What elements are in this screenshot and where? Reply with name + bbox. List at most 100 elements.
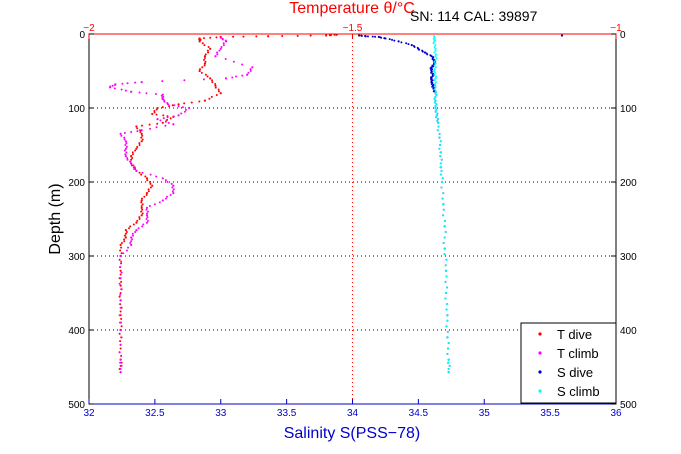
- t-dive-point: [255, 35, 258, 38]
- t-dive-point: [201, 66, 204, 69]
- t-climb-point: [123, 149, 126, 152]
- t-climb-point: [172, 115, 175, 118]
- t-climb-point: [119, 306, 122, 309]
- t-dive-point: [215, 94, 218, 97]
- t-climb-point: [120, 321, 123, 324]
- t-dive-point: [206, 75, 209, 78]
- right-tick-label: 200: [620, 178, 637, 189]
- t-climb-point: [119, 277, 122, 280]
- bottom-tick-label: 33.5: [277, 408, 297, 419]
- s-climb-point: [446, 330, 449, 333]
- s-dive-point: [366, 35, 369, 38]
- t-climb-point: [137, 227, 140, 230]
- legend-label-t-climb: T climb: [557, 346, 599, 361]
- t-dive-point: [203, 55, 207, 58]
- s-climb-point: [442, 192, 445, 195]
- s-dive-point: [432, 65, 435, 68]
- s-climb-point: [434, 58, 437, 61]
- s-climb-point: [439, 151, 442, 154]
- t-dive-point: [211, 79, 214, 82]
- t-dive-point: [155, 113, 158, 116]
- t-dive-point: [161, 106, 164, 109]
- s-climb-point: [445, 275, 448, 278]
- t-dive-point: [119, 303, 122, 306]
- t-dive-point: [204, 53, 207, 56]
- s-climb-point: [434, 47, 437, 50]
- t-climb-point: [119, 343, 122, 346]
- t-climb-point: [134, 81, 137, 84]
- t-dive-point: [198, 40, 201, 43]
- t-dive-point: [153, 109, 156, 112]
- s-climb-point: [434, 82, 436, 85]
- s-climb-point: [445, 258, 448, 261]
- t-climb-point: [146, 216, 149, 219]
- t-dive-point: [138, 142, 141, 145]
- left-tick-label: 0: [79, 30, 85, 41]
- t-dive-point: [120, 246, 123, 249]
- t-climb-point: [129, 242, 132, 245]
- t-dive-point: [200, 71, 203, 74]
- t-climb-point: [161, 199, 164, 202]
- t-climb-point: [126, 158, 129, 161]
- bottom-tick-label: 32: [83, 408, 95, 419]
- bottom-tick-label: 36: [610, 408, 622, 419]
- t-dive-point: [120, 252, 123, 255]
- t-climb-point: [140, 81, 143, 84]
- s-climb-point: [434, 86, 437, 89]
- t-climb-point: [142, 223, 145, 226]
- t-climb-point: [125, 142, 128, 145]
- t-dive-point: [149, 186, 152, 189]
- s-climb-point: [444, 269, 448, 272]
- t-climb-point: [129, 160, 132, 163]
- t-climb-point: [188, 106, 191, 110]
- t-climb-point: [121, 82, 124, 85]
- s-dive-point: [418, 48, 421, 51]
- t-climb-point: [111, 84, 114, 87]
- s-dive-point: [430, 82, 433, 85]
- t-dive-point: [119, 310, 122, 313]
- t-climb-point: [162, 117, 165, 120]
- t-climb-point: [172, 188, 175, 191]
- s-climb-point: [433, 45, 436, 48]
- t-climb-point: [155, 126, 158, 129]
- t-dive-point: [296, 34, 299, 37]
- t-dive-point: [138, 216, 141, 219]
- legend: T dive T climb S dive S climb: [520, 322, 617, 404]
- t-climb-point: [251, 66, 254, 69]
- t-climb-point: [164, 120, 167, 123]
- t-dive-point: [208, 97, 211, 100]
- t-dive-point: [124, 229, 127, 232]
- s-climb-point: [433, 64, 436, 67]
- t-climb-point: [219, 36, 222, 39]
- t-dive-point: [140, 140, 143, 143]
- t-dive-point: [141, 197, 144, 200]
- bottom-axis-title: Salinity S(PSS−78): [284, 425, 421, 442]
- s-climb-point: [435, 53, 437, 56]
- t-dive-point: [202, 37, 205, 40]
- t-climb-point: [125, 151, 128, 154]
- s-climb-point: [434, 105, 437, 108]
- s-dive-point: [430, 55, 433, 58]
- t-dive-point: [130, 158, 133, 161]
- t-climb-point: [124, 147, 127, 150]
- s-climb-point: [440, 180, 444, 184]
- left-tick-label: 200: [68, 178, 85, 189]
- t-climb-point: [172, 123, 175, 126]
- s-dive-point: [391, 38, 394, 41]
- t-climb-point: [166, 103, 170, 106]
- t-dive-point: [140, 206, 143, 209]
- t-climb-point: [154, 92, 157, 95]
- s-climb-point: [442, 208, 445, 211]
- t-dive-point: [203, 64, 206, 67]
- t-climb-point: [246, 73, 249, 76]
- t-climb-point: [156, 118, 159, 121]
- t-climb-point: [145, 221, 149, 224]
- t-climb-point: [202, 78, 205, 81]
- left-tick-label: 300: [68, 252, 85, 263]
- t-dive-point: [281, 35, 284, 38]
- t-climb-point: [166, 116, 169, 119]
- t-dive-point: [203, 44, 206, 47]
- t-dive-point: [217, 88, 220, 91]
- s-climb-point: [444, 297, 447, 300]
